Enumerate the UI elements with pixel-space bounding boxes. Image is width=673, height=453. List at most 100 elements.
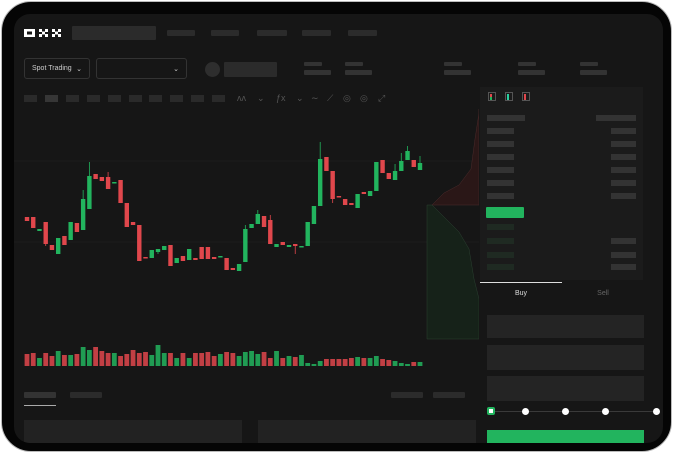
- slider-step-75[interactable]: [602, 408, 609, 415]
- interval-button[interactable]: [149, 95, 162, 102]
- depth-asks: [431, 109, 479, 206]
- tab-order-history[interactable]: [70, 392, 102, 398]
- volume-bar: [405, 364, 410, 366]
- volume-bar: [86, 350, 92, 366]
- candle-body: [130, 222, 136, 225]
- indicator-icon[interactable]: ƒx: [276, 93, 286, 103]
- volume-bar: [330, 359, 336, 366]
- volume-bar: [199, 353, 205, 366]
- candle-body: [137, 225, 142, 261]
- candle-body: [55, 238, 61, 254]
- candle-body: [305, 222, 310, 246]
- chart-type-icon[interactable]: ᴧᴧ: [237, 93, 246, 103]
- nav-item[interactable]: [211, 30, 239, 36]
- volume-bar: [261, 352, 267, 366]
- volume-bar: [74, 354, 80, 366]
- book-asks-icon[interactable]: [522, 92, 530, 101]
- candle-body: [274, 244, 279, 247]
- chevron-down-icon[interactable]: ⌄: [257, 93, 265, 103]
- line-tool-icon[interactable]: ∼: [311, 93, 319, 103]
- spot-trading-dropdown[interactable]: Spot Trading ⌄: [24, 58, 90, 79]
- nav-item[interactable]: [167, 30, 195, 36]
- orders-panel: [24, 420, 242, 443]
- tab-buy[interactable]: Buy: [514, 290, 528, 297]
- candle-body: [417, 163, 423, 170]
- candle-body: [367, 191, 373, 196]
- candle-body: [293, 244, 298, 246]
- ruler-icon[interactable]: ⟋: [327, 93, 334, 103]
- total-input[interactable]: [487, 376, 644, 401]
- screen: Spot Trading ⌄ ⌄ ᴧᴧ ⌄ ƒx ⌄ ∼ ⟋ ◎ ◎ ⤢: [14, 14, 663, 443]
- okx-logo[interactable]: [24, 28, 66, 38]
- volume-bar: [149, 355, 155, 366]
- volume-bar: [68, 355, 74, 366]
- book-both-icon[interactable]: [488, 92, 496, 101]
- interval-button[interactable]: [212, 95, 225, 102]
- slider-step-100[interactable]: [653, 408, 660, 415]
- interval-button[interactable]: [191, 95, 204, 102]
- volume-bar: [242, 352, 248, 366]
- last-price: [486, 207, 524, 218]
- candle-body: [355, 194, 360, 208]
- volume-bar: [205, 352, 211, 366]
- candle-body: [180, 256, 186, 261]
- tab-sell[interactable]: Sell: [597, 290, 609, 297]
- interval-button[interactable]: [170, 95, 183, 102]
- volume-bar: [274, 351, 279, 366]
- nav-item[interactable]: [257, 30, 287, 36]
- candle-body: [392, 171, 398, 180]
- interval-button[interactable]: [108, 95, 121, 102]
- tab-indicator: [24, 405, 56, 406]
- camera-icon[interactable]: ◎: [343, 93, 351, 103]
- slider-track[interactable]: [490, 411, 658, 412]
- slider-step-25[interactable]: [522, 408, 529, 415]
- candle-body: [299, 246, 304, 248]
- interval-button[interactable]: [66, 95, 79, 102]
- filter-button[interactable]: [433, 392, 465, 398]
- candle-body: [31, 217, 36, 228]
- volume-bar: [174, 358, 180, 366]
- filter-button[interactable]: [391, 392, 423, 398]
- slider-step-50[interactable]: [562, 408, 569, 415]
- volume-bar: [292, 357, 298, 366]
- candlestick-chart[interactable]: [14, 109, 479, 379]
- candle-body: [224, 258, 229, 270]
- candle-body: [143, 257, 148, 259]
- amount-input[interactable]: [487, 345, 644, 370]
- candle-body: [168, 245, 173, 266]
- volume-bar: [417, 362, 423, 366]
- volume-bar: [255, 354, 261, 366]
- coin-avatar: [205, 62, 220, 77]
- volume-bar: [299, 355, 304, 366]
- interval-button[interactable]: [24, 95, 37, 102]
- candle-body: [311, 206, 317, 224]
- settings-icon[interactable]: ◎: [360, 93, 368, 103]
- volume-bar: [136, 353, 142, 366]
- candle-body: [349, 203, 354, 205]
- nav-item[interactable]: [302, 30, 331, 36]
- volume-bar: [180, 353, 186, 366]
- candle-body: [105, 177, 111, 189]
- tab-open-orders[interactable]: [24, 392, 56, 398]
- volume-bar: [130, 350, 136, 366]
- pair-name: [224, 62, 277, 77]
- fullscreen-icon[interactable]: ⤢: [378, 93, 386, 103]
- slider-handle[interactable]: [487, 407, 495, 415]
- volume-bar: [236, 356, 242, 366]
- candle-body: [87, 176, 92, 209]
- buy-button[interactable]: [487, 430, 644, 443]
- pair-dropdown[interactable]: ⌄: [96, 58, 187, 79]
- volume-bar: [373, 356, 379, 366]
- volume-bar: [99, 351, 105, 366]
- chevron-down-icon[interactable]: ⌄: [296, 93, 304, 103]
- volume-bar: [124, 354, 130, 366]
- nav-item[interactable]: [348, 30, 377, 36]
- book-bids-icon[interactable]: [505, 92, 513, 101]
- interval-button[interactable]: [129, 95, 142, 102]
- price-input[interactable]: [487, 315, 644, 338]
- search-bar[interactable]: [72, 26, 156, 40]
- volume-bar: [37, 358, 42, 366]
- interval-button[interactable]: [45, 95, 58, 102]
- volume-bar: [361, 358, 367, 366]
- interval-button[interactable]: [87, 95, 100, 102]
